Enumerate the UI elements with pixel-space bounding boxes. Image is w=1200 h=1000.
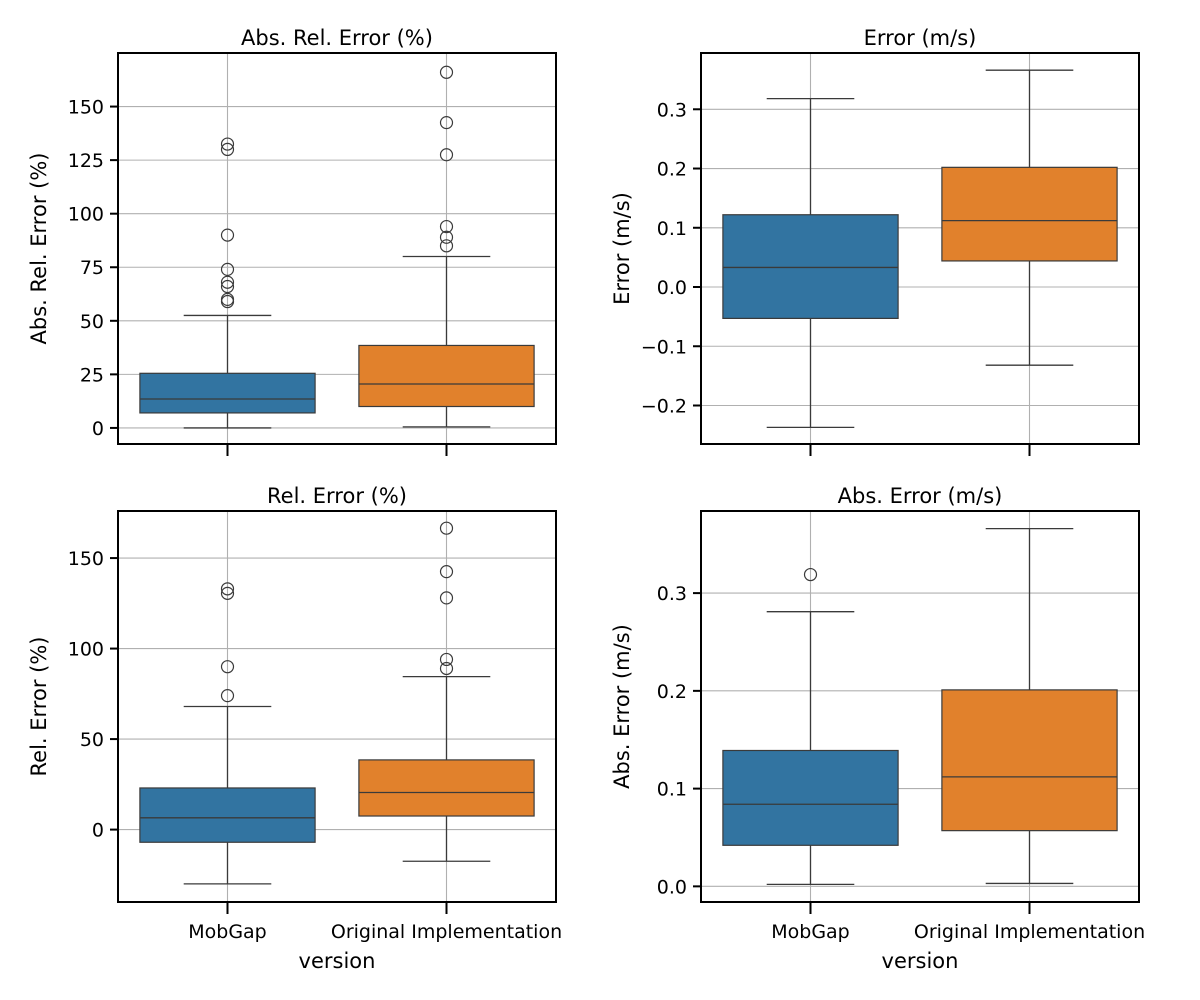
y-axis-label: Abs. Error (m/s) [610,624,634,789]
outlier-point [439,65,454,79]
chart-panel-2: −0.2 −0.1 0.0 0.1 0.2 0.3 Error (m/s) Error (m/… [610,26,1140,456]
outlier-point [220,582,235,596]
y-tick-label: 0.0 [657,277,687,299]
y-tick-label: 50 [80,729,104,751]
box-original-implementation [941,69,1118,366]
y-tick-label: 0.3 [657,99,687,121]
box-original-implementation [358,521,535,862]
box-iqr [722,214,899,320]
y-tick-label: 0.1 [657,779,687,801]
x-tick-label: Original Implementation [914,921,1145,943]
chart-title: Rel. Error (%) [267,484,407,508]
outlier-point [220,262,235,276]
outlier-point [439,661,454,676]
x-tick-label: MobGap [771,921,850,943]
y-tick-label: −0.1 [641,336,687,358]
axes-frame [117,52,557,445]
outlier-point [803,567,818,582]
box-original-implementation [941,527,1118,885]
outlier-point [220,137,235,151]
box-iqr [358,759,535,817]
x-axis-label: version [299,949,376,973]
y-tick-label: 0.3 [657,583,687,605]
axes-frame [117,510,557,903]
outlier-point [220,228,235,242]
y-tick-label: 100 [68,204,104,226]
box-mobgap [139,582,316,885]
y-tick-label: 50 [80,311,104,333]
box-iqr [941,166,1118,262]
outlier-point [220,292,235,306]
outlier-point [439,652,454,667]
y-tick-label: 0 [92,820,104,842]
y-tick-label: 150 [68,97,104,119]
chart-panel-3: 0 50 100 150 MobGap Original Implementation Re… [27,484,562,973]
outlier-point [439,148,454,162]
y-tick-label: 150 [68,548,104,570]
y-tick-label: 0 [92,418,104,440]
y-tick-label: 0.0 [657,876,687,898]
box-iqr [358,344,535,408]
chart-panel-4: 0.0 0.1 0.2 0.3 MobGap Original Implementatio… [610,484,1145,973]
y-tick-label: 0.2 [657,159,687,181]
box-iqr [941,689,1118,832]
y-tick-label: 25 [80,364,104,386]
x-tick-label: Original Implementation [331,921,562,943]
box-mobgap [139,137,316,429]
y-tick-label: 0.2 [657,681,687,703]
outlier-point [439,219,454,234]
outlier-point [439,230,454,244]
outlier-point [439,521,454,535]
outlier-point [220,689,235,703]
box-mobgap [722,567,899,886]
outlier-point [439,591,454,605]
outlier-point [220,279,235,294]
y-axis-label: Rel. Error (%) [27,637,51,777]
chart-panel-1: 0 25 50 75 100 125 150 Abs. Rel. Error (%) Abs. … [27,26,557,456]
y-axis-label: Abs. Rel. Error (%) [27,153,51,345]
axes-frame [700,510,1140,903]
chart-title: Abs. Rel. Error (%) [241,26,433,50]
y-tick-label: −0.2 [641,395,687,417]
outlier-point [220,660,235,674]
y-tick-label: 100 [68,639,104,661]
y-axis-label: Error (m/s) [610,192,634,305]
box-iqr [722,749,899,846]
box-iqr [139,372,316,414]
x-axis-label: version [882,949,959,973]
box-iqr [139,787,316,843]
outlier-point [439,116,454,130]
chart-title: Error (m/s) [864,26,977,50]
axes-frame [700,52,1140,445]
chart-title: Abs. Error (m/s) [838,484,1003,508]
outlier-point [220,142,235,157]
box-mobgap [722,97,899,429]
box-original-implementation [358,65,535,428]
outlier-point [439,239,454,253]
outlier-point [220,586,235,600]
y-tick-label: 0.1 [657,218,687,240]
y-tick-label: 125 [68,150,104,172]
outlier-point [439,565,454,579]
outlier-point [220,275,235,289]
y-tick-label: 75 [80,257,104,279]
x-tick-label: MobGap [188,921,267,943]
